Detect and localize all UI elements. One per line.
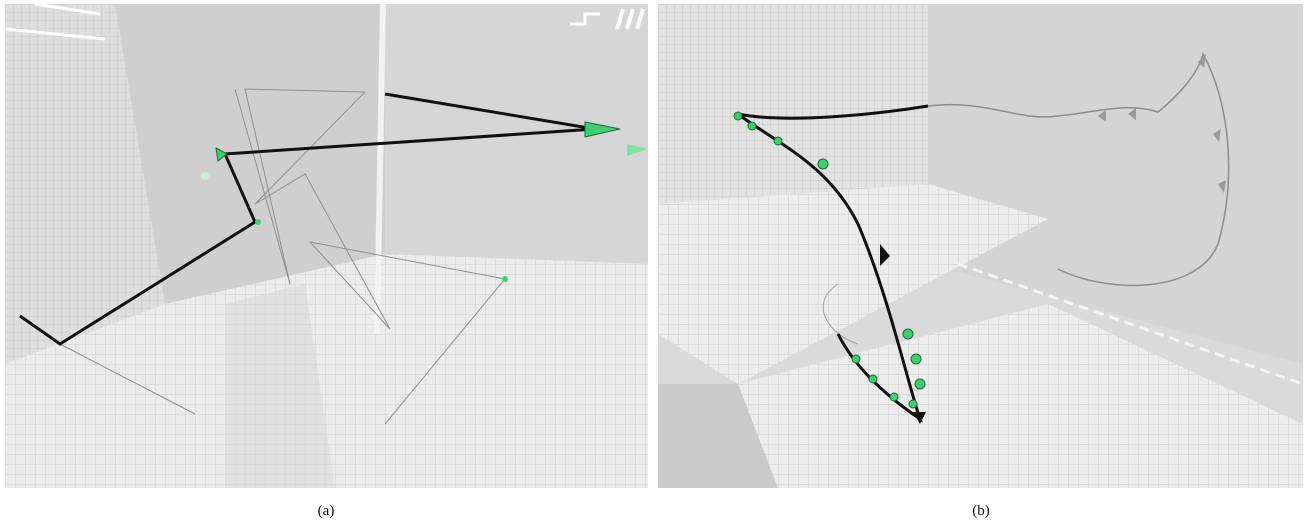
point-marker (914, 378, 926, 390)
point-marker (851, 354, 861, 364)
panel-b-caption: (b) (972, 503, 990, 519)
point-marker (773, 136, 783, 146)
point-marker (910, 353, 922, 365)
floor-block (658, 384, 778, 488)
edge-highlight (570, 12, 600, 26)
cone-marker (215, 147, 228, 162)
floor (5, 254, 648, 488)
center-wall (115, 4, 385, 304)
panel-b-scene (658, 4, 1303, 488)
edge-highlight (957, 262, 1303, 386)
point-marker (817, 158, 829, 170)
point-marker (868, 374, 878, 384)
floor-block (225, 284, 335, 488)
cone-marker (584, 121, 621, 138)
main-trajectory (737, 104, 929, 423)
point-marker (201, 172, 209, 180)
edge-highlight (615, 8, 645, 30)
point-marker (902, 328, 914, 340)
arrow-marker (880, 244, 890, 266)
panel-a-caption: (a) (317, 503, 335, 519)
point-marker (733, 111, 743, 121)
edge-highlight (5, 27, 106, 41)
point-marker (889, 392, 899, 402)
main-trajectory (19, 92, 596, 346)
panel-a-scene (5, 4, 648, 488)
panel-b-image (658, 4, 1303, 488)
cone-marker (627, 144, 648, 156)
right-wall (928, 4, 1303, 364)
arrow-marker (913, 412, 926, 424)
point-marker (502, 276, 508, 282)
point-marker (747, 121, 757, 131)
faint-arrows (1098, 54, 1226, 193)
point-marker (908, 399, 918, 409)
edge-highlight (34, 4, 101, 16)
left-wall (658, 4, 928, 204)
shelf-platform (658, 184, 1048, 384)
pillar-edge (374, 4, 386, 335)
faint-trajectory (822, 283, 859, 345)
left-wall (5, 4, 165, 364)
panel-a-image (5, 4, 648, 488)
floor (658, 304, 1303, 488)
marker-group (733, 111, 926, 409)
point-marker (255, 219, 261, 225)
